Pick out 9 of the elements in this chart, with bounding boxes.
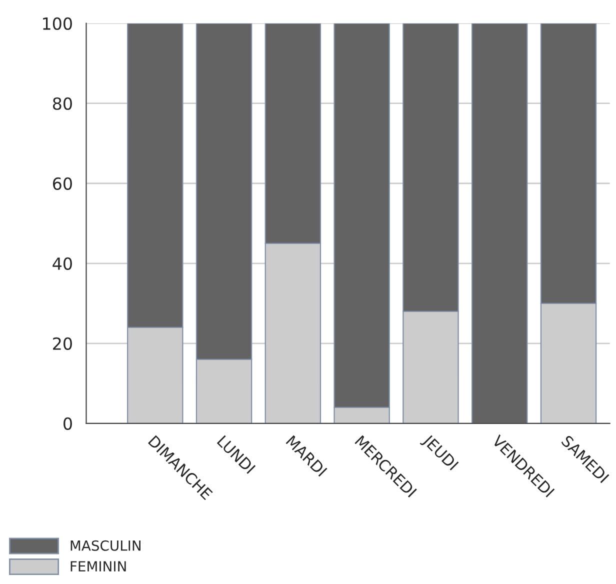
y-tick-label: 0	[64, 417, 72, 430]
y-tick-label: 20	[53, 337, 72, 350]
legend-label: FEMININ	[70, 561, 126, 572]
y-tick-label: 60	[53, 177, 72, 190]
y-tick-label: 80	[52, 97, 72, 110]
y-tick-label: 100	[43, 17, 72, 30]
y-tick-label: 40	[52, 257, 72, 270]
legend-label: MASCULIN	[70, 540, 140, 551]
bar	[471, 23, 528, 424]
